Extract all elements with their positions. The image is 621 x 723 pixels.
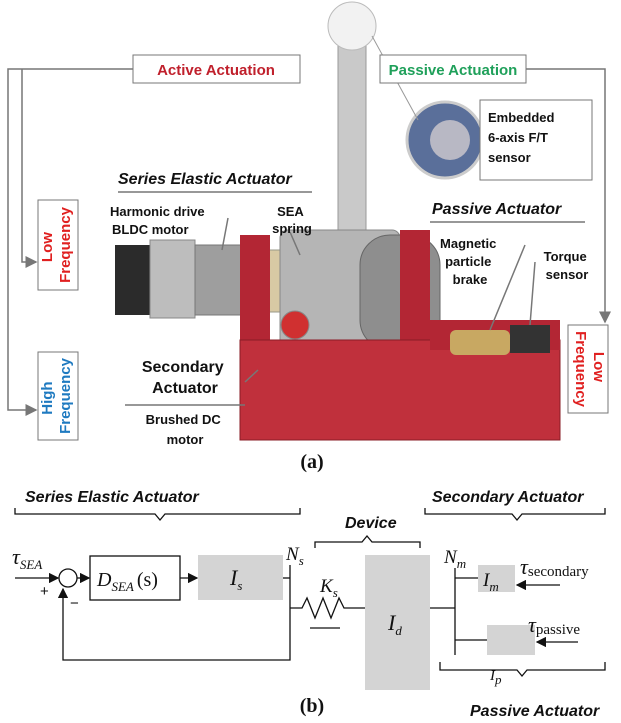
line: Embedded	[488, 110, 555, 125]
torque-sensor: Torque sensor	[544, 249, 591, 282]
text-part: s	[299, 553, 304, 568]
line: spring	[272, 221, 312, 236]
line: Actuator	[152, 380, 218, 397]
line: motor	[167, 432, 204, 447]
line: sensor	[488, 150, 531, 165]
active-actuation: Active Actuation	[157, 62, 275, 79]
text-part: D	[96, 569, 112, 591]
spring	[290, 598, 365, 618]
sea-title: Series Elastic Actuator	[118, 171, 292, 188]
line: Magnetic	[440, 236, 496, 251]
line: Frequency	[57, 206, 74, 283]
n-s: Ns	[285, 544, 304, 568]
passive-title-b: Passive Actuator	[470, 703, 600, 720]
brake-label: Magnetic particle brake	[440, 236, 500, 287]
brace	[425, 508, 605, 520]
text-part: secondary	[528, 564, 589, 580]
sea-spring: SEA spring	[272, 204, 312, 236]
brace	[315, 536, 420, 548]
line: Brushed DC	[146, 412, 222, 427]
line: brake	[453, 272, 488, 287]
text-part: passive	[536, 622, 581, 638]
text-part: SEA	[20, 557, 42, 572]
tau-sea: τSEA	[12, 544, 42, 572]
line: 6-axis F/T	[488, 130, 548, 145]
caption-b: (b)	[300, 695, 324, 717]
summing-junction	[59, 569, 77, 587]
tau-secondary: τsecondary	[520, 554, 589, 580]
n-m: Nm	[443, 547, 466, 571]
text-part: s	[237, 578, 242, 593]
figure: Active Actuation Passive Actuation Embed…	[0, 0, 621, 723]
brace	[440, 662, 605, 676]
text-part: p	[494, 672, 502, 687]
text-part: m	[457, 556, 466, 571]
plus: +	[40, 583, 49, 600]
line: Low	[590, 352, 607, 382]
text-part: SEA	[111, 579, 133, 594]
secondary-actuator: Secondary Actuator	[142, 359, 228, 397]
k-s: Ks	[319, 576, 338, 600]
line: sensor	[546, 267, 589, 282]
secondary-title-b: Secondary Actuator	[432, 489, 584, 506]
text-part: d	[395, 623, 402, 638]
line: Torque	[544, 249, 587, 264]
line: Secondary	[142, 359, 224, 376]
caption-a: (a)	[300, 451, 323, 473]
text-part: m	[489, 579, 498, 594]
passive-title: Passive Actuator	[432, 201, 562, 218]
line: SEA	[277, 204, 304, 219]
line: Frequency	[57, 357, 74, 434]
text-part: (s)	[137, 569, 158, 591]
line: High	[39, 381, 56, 414]
connector	[22, 69, 36, 262]
passive-actuation: Passive Actuation	[389, 62, 518, 79]
line: particle	[445, 254, 491, 269]
device-title: Device	[345, 515, 397, 532]
brace	[15, 508, 300, 520]
line: Frequency	[572, 331, 589, 408]
line: Low	[39, 232, 56, 262]
brushed-dc: Brushed DC motor	[146, 412, 225, 447]
tau-passive: τpassive	[528, 612, 580, 638]
bldc-motor: BLDC motor	[112, 222, 189, 237]
i-p: Ip	[489, 668, 502, 687]
sea-title-b: Series Elastic Actuator	[25, 489, 199, 506]
text-part: s	[333, 585, 338, 600]
minus: −	[70, 595, 79, 612]
harmonic-drive: Harmonic drive	[110, 204, 205, 219]
